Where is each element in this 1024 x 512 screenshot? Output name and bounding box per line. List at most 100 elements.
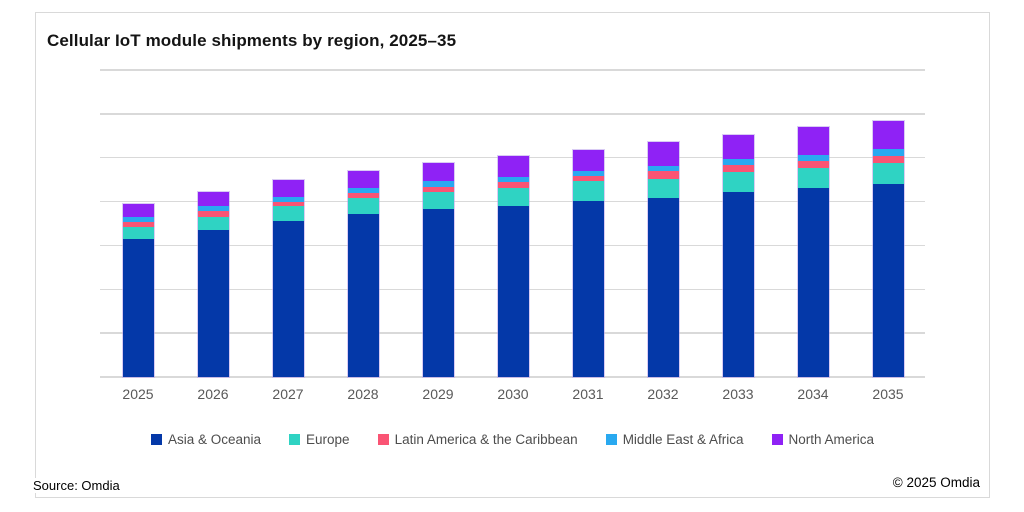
bar-segment-asia-and-oceania-2029 [422, 209, 454, 377]
legend-label: Asia & Oceania [167, 432, 262, 447]
bar-segment-latin-america-and-the-caribbean-2026 [197, 210, 229, 217]
bar-segment-middle-east-and-africa-2033 [722, 159, 754, 165]
legend: Asia & Oceania Europe Latin America & the … [100, 432, 925, 447]
bar-segment-europe-2025 [122, 226, 154, 240]
legend-label: Middle East & Africa [622, 432, 744, 447]
bar-segment-asia-and-oceania-2035 [872, 184, 904, 377]
bar-segment-north-america-2032 [647, 141, 679, 167]
bar-segment-north-america-2030 [497, 156, 529, 178]
bar-segment-latin-america-and-the-caribbean-2035 [872, 155, 904, 164]
x-axis-label-2032: 2032 [647, 386, 679, 402]
x-axis-label-2026: 2026 [197, 386, 229, 402]
bar-segment-latin-america-and-the-caribbean-2027 [272, 201, 304, 206]
bar-segment-asia-and-oceania-2027 [272, 220, 304, 377]
bar-segment-asia-and-oceania-2025 [122, 239, 154, 377]
bar-2031 [572, 149, 604, 377]
bar-segment-europe-2034 [797, 167, 829, 188]
bar-segment-north-america-2027 [272, 180, 304, 197]
bar-segment-europe-2033 [722, 172, 754, 192]
bar-segment-north-america-2034 [797, 127, 829, 155]
bar-segment-north-america-2026 [197, 191, 229, 207]
x-axis-label-2029: 2029 [422, 386, 454, 402]
x-axis-label-2033: 2033 [722, 386, 754, 402]
bar-segment-europe-2030 [497, 188, 529, 206]
bar-segment-asia-and-oceania-2026 [197, 230, 229, 377]
legend-item-middle-east-and-africa: Middle East & Africa [605, 432, 744, 447]
bar-segment-middle-east-and-africa-2031 [572, 170, 604, 176]
x-axis-label-2027: 2027 [272, 386, 304, 402]
bar-2029 [422, 163, 454, 377]
gridline [100, 113, 925, 115]
bar-segment-middle-east-and-africa-2029 [422, 181, 454, 187]
x-axis-label-2035: 2035 [872, 386, 904, 402]
bar-segment-europe-2027 [272, 205, 304, 221]
x-axis-label-2030: 2030 [497, 386, 529, 402]
bar-segment-asia-and-oceania-2031 [572, 200, 604, 377]
bar-segment-north-america-2035 [872, 121, 904, 149]
bar-segment-latin-america-and-the-caribbean-2033 [722, 164, 754, 173]
bar-2035 [872, 121, 904, 377]
bar-segment-asia-and-oceania-2033 [722, 191, 754, 377]
bar-segment-middle-east-and-africa-2028 [347, 188, 379, 193]
gridline [100, 69, 925, 71]
bar-segment-latin-america-and-the-caribbean-2034 [797, 160, 829, 168]
bar-segment-north-america-2025 [122, 203, 154, 217]
legend-swatch-icon [150, 434, 162, 445]
bar-segment-asia-and-oceania-2032 [647, 198, 679, 377]
bar-segment-latin-america-and-the-caribbean-2029 [422, 186, 454, 192]
source-note: Source: Omdia [2, 478, 123, 493]
bar-2026 [197, 191, 229, 377]
copyright-note: © 2025 Omdia [892, 475, 980, 490]
legend-swatch-icon [289, 434, 301, 445]
x-axis-label-2034: 2034 [797, 386, 829, 402]
bar-2032 [647, 141, 679, 377]
x-axis-label-2025: 2025 [122, 386, 154, 402]
bar-segment-asia-and-oceania-2030 [497, 205, 529, 377]
bar-segment-europe-2035 [872, 163, 904, 185]
bar-segment-middle-east-and-africa-2025 [122, 216, 154, 222]
bar-segment-latin-america-and-the-caribbean-2032 [647, 170, 679, 179]
chart-title: Cellular IoT module shipments by region,… [47, 31, 457, 50]
bar-segment-middle-east-and-africa-2032 [647, 166, 679, 171]
legend-label: Europe [306, 432, 350, 447]
bar-segment-europe-2026 [197, 216, 229, 231]
legend-item-latin-america-and-the-caribbean: Latin America & the Caribbean [377, 432, 578, 447]
legend-swatch-icon [771, 434, 783, 445]
bar-segment-latin-america-and-the-caribbean-2031 [572, 175, 604, 182]
bar-segment-latin-america-and-the-caribbean-2025 [122, 221, 154, 227]
legend-label: North America [788, 432, 875, 447]
x-axis-label-2031: 2031 [572, 386, 604, 402]
legend-swatch-icon [377, 434, 389, 445]
bar-segment-north-america-2029 [422, 163, 454, 181]
legend-item-asia-and-oceania: Asia & Oceania [150, 432, 262, 447]
legend-item-north-america: North America [771, 432, 875, 447]
legend-item-europe: Europe [289, 432, 350, 447]
bar-segment-latin-america-and-the-caribbean-2028 [347, 192, 379, 198]
bar-2034 [797, 127, 829, 377]
bar-segment-latin-america-and-the-caribbean-2030 [497, 181, 529, 189]
bar-segment-middle-east-and-africa-2030 [497, 177, 529, 182]
bar-2025 [122, 203, 154, 377]
legend-label: Latin America & the Caribbean [394, 432, 578, 447]
bar-segment-europe-2031 [572, 181, 604, 201]
x-axis-label-2028: 2028 [347, 386, 379, 402]
bar-segment-middle-east-and-africa-2026 [197, 206, 229, 211]
bar-segment-asia-and-oceania-2034 [797, 187, 829, 377]
bar-2028 [347, 170, 379, 377]
bar-segment-middle-east-and-africa-2027 [272, 196, 304, 202]
plot-area: 2025 2026 2027 2028 2029 2030 2031 2032 2033 2034… [100, 69, 925, 402]
legend-swatch-icon [605, 434, 617, 445]
bar-2033 [722, 134, 754, 377]
bar-segment-middle-east-and-africa-2035 [872, 148, 904, 156]
bar-2027 [272, 180, 304, 377]
bar-segment-europe-2029 [422, 191, 454, 210]
bar-segment-europe-2028 [347, 197, 379, 215]
bar-segment-asia-and-oceania-2028 [347, 214, 379, 377]
bar-segment-europe-2032 [647, 178, 679, 199]
bar-2030 [497, 156, 529, 377]
bar-segment-north-america-2031 [572, 149, 604, 171]
bar-segment-north-america-2028 [347, 170, 379, 189]
bar-segment-north-america-2033 [722, 134, 754, 160]
bar-segment-middle-east-and-africa-2034 [797, 154, 829, 161]
